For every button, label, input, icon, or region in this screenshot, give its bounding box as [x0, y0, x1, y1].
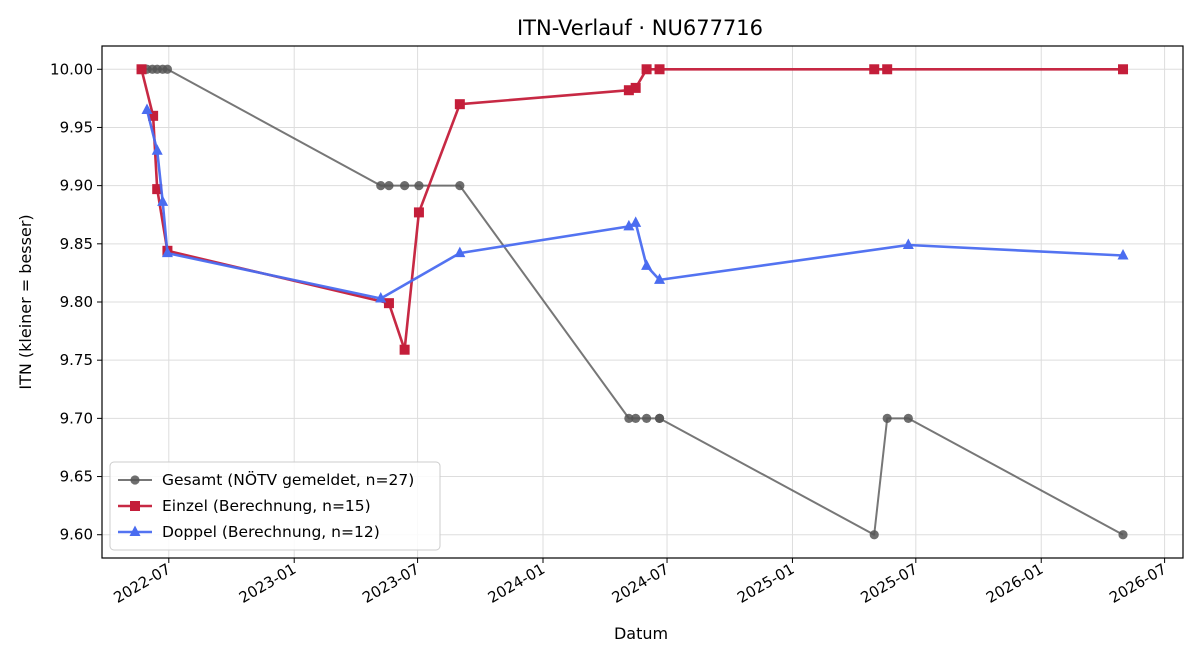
- data-point-doppel: [141, 103, 153, 114]
- data-point-gesamt: [882, 413, 892, 423]
- legend-entry: Gesamt (NÖTV gemeldet, n=27): [118, 470, 414, 489]
- data-point-doppel: [375, 292, 387, 303]
- data-point-gesamt: [903, 413, 913, 423]
- data-point-doppel: [630, 216, 642, 227]
- data-point-einzel: [413, 207, 424, 218]
- data-point-gesamt: [400, 181, 410, 191]
- data-point-gesamt: [624, 413, 634, 423]
- legend: Gesamt (NÖTV gemeldet, n=27) Einzel (Bere…: [109, 461, 441, 551]
- data-point-gesamt: [631, 413, 641, 423]
- data-point-einzel: [136, 64, 147, 75]
- legend-label: Doppel (Berechnung, n=12): [162, 523, 380, 541]
- data-point-doppel: [654, 273, 666, 284]
- y-tick-label: 9.75: [60, 351, 93, 369]
- series-line-doppel: [145, 109, 1124, 300]
- series-layer: [136, 64, 1129, 540]
- legend-swatch-marker: [129, 525, 141, 536]
- data-point-einzel: [1118, 64, 1129, 75]
- data-point-gesamt: [376, 181, 386, 191]
- data-point-doppel: [1117, 248, 1129, 260]
- legend-entry: Doppel (Berechnung, n=12): [118, 523, 380, 541]
- data-point-einzel: [152, 184, 163, 195]
- data-point-einzel: [148, 110, 159, 121]
- series-doppel: [141, 103, 1129, 303]
- legend-label: Gesamt (NÖTV gemeldet, n=27): [162, 470, 414, 489]
- y-tick-label: 9.60: [60, 526, 93, 544]
- data-point-einzel: [399, 344, 410, 355]
- y-tick-label: 9.95: [60, 118, 93, 136]
- legend-swatch-marker: [130, 475, 140, 485]
- data-point-gesamt: [869, 530, 879, 540]
- data-point-doppel: [161, 246, 173, 258]
- data-point-gesamt: [162, 64, 173, 74]
- legend-swatch-marker: [130, 501, 140, 511]
- data-point-einzel: [454, 99, 465, 110]
- chart-title: ITN-Verlauf · NU677716: [517, 16, 763, 40]
- y-axis-label: ITN (kleiner = besser): [16, 214, 35, 389]
- data-point-doppel: [902, 238, 914, 249]
- y-tick-label: 9.90: [60, 177, 93, 195]
- y-tick-label: 9.80: [60, 293, 93, 311]
- data-point-einzel: [630, 82, 641, 93]
- data-point-gesamt: [641, 413, 652, 423]
- data-point-gesamt: [1118, 530, 1128, 540]
- data-point-einzel: [882, 64, 893, 75]
- data-point-einzel: [641, 64, 652, 75]
- data-point-gesamt: [455, 181, 465, 191]
- data-point-gesamt: [654, 413, 665, 423]
- data-point-gesamt: [384, 181, 394, 191]
- series-gesamt: [136, 64, 1128, 540]
- y-tick-label: 10.00: [50, 60, 93, 78]
- data-point-einzel: [869, 64, 880, 75]
- legend-box: [109, 461, 441, 551]
- data-point-einzel: [623, 85, 634, 96]
- data-point-doppel: [454, 246, 466, 258]
- data-point-einzel: [654, 64, 665, 75]
- y-tick-label: 9.65: [60, 468, 93, 486]
- y-tick-label: 9.70: [60, 409, 93, 427]
- y-axis: 9.60 9.65 9.70 9.75 9.80 9.85 9.90 9.95 10.00: [50, 60, 102, 544]
- data-point-doppel: [641, 259, 653, 270]
- legend-entry: Einzel (Berechnung, n=15): [118, 497, 371, 515]
- series-einzel: [136, 64, 1129, 355]
- data-point-einzel: [383, 298, 394, 309]
- legend-label: Einzel (Berechnung, n=15): [162, 497, 371, 515]
- data-point-doppel: [151, 144, 163, 155]
- data-point-gesamt: [414, 181, 424, 191]
- data-point-doppel: [623, 219, 635, 231]
- x-axis-label: Datum: [614, 624, 668, 643]
- y-tick-label: 9.85: [60, 235, 93, 253]
- data-point-doppel: [157, 195, 169, 206]
